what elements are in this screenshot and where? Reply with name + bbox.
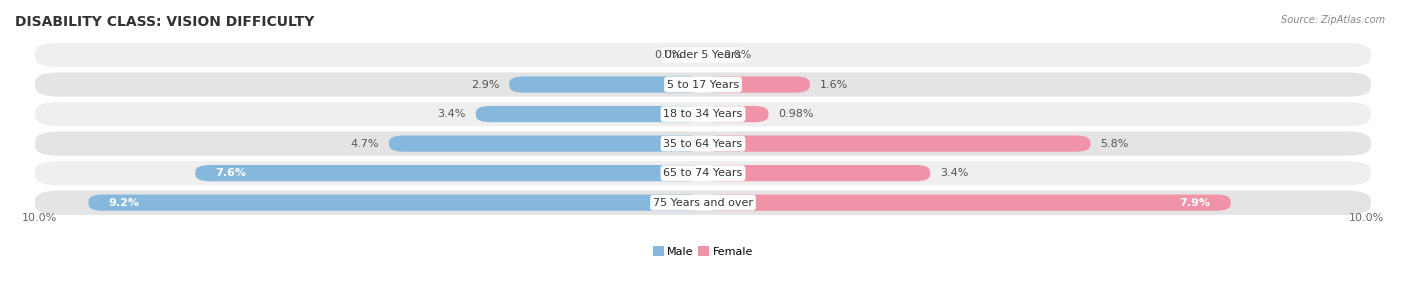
Text: 65 to 74 Years: 65 to 74 Years xyxy=(664,168,742,178)
Text: 3.4%: 3.4% xyxy=(941,168,969,178)
FancyBboxPatch shape xyxy=(703,76,810,93)
Text: 10.0%: 10.0% xyxy=(21,213,56,223)
FancyBboxPatch shape xyxy=(389,136,703,152)
Text: Source: ZipAtlas.com: Source: ZipAtlas.com xyxy=(1281,15,1385,25)
Text: 18 to 34 Years: 18 to 34 Years xyxy=(664,109,742,119)
Text: 7.9%: 7.9% xyxy=(1180,198,1211,208)
FancyBboxPatch shape xyxy=(35,161,1371,185)
FancyBboxPatch shape xyxy=(703,195,1230,211)
FancyBboxPatch shape xyxy=(35,132,1371,156)
Text: 0.98%: 0.98% xyxy=(779,109,814,119)
Text: 5.8%: 5.8% xyxy=(1101,139,1129,149)
Text: Under 5 Years: Under 5 Years xyxy=(665,50,741,60)
Text: 75 Years and over: 75 Years and over xyxy=(652,198,754,208)
Text: 0.0%: 0.0% xyxy=(655,50,683,60)
Text: 9.2%: 9.2% xyxy=(108,198,139,208)
FancyBboxPatch shape xyxy=(703,136,1091,152)
FancyBboxPatch shape xyxy=(475,106,703,122)
FancyBboxPatch shape xyxy=(703,106,769,122)
Text: 2.9%: 2.9% xyxy=(471,80,499,90)
Text: 1.6%: 1.6% xyxy=(820,80,848,90)
FancyBboxPatch shape xyxy=(35,102,1371,126)
FancyBboxPatch shape xyxy=(35,72,1371,97)
FancyBboxPatch shape xyxy=(35,43,1371,67)
FancyBboxPatch shape xyxy=(35,191,1371,215)
FancyBboxPatch shape xyxy=(703,165,931,181)
FancyBboxPatch shape xyxy=(509,76,703,93)
Text: DISABILITY CLASS: VISION DIFFICULTY: DISABILITY CLASS: VISION DIFFICULTY xyxy=(15,15,315,29)
FancyBboxPatch shape xyxy=(89,195,703,211)
Legend: Male, Female: Male, Female xyxy=(648,242,758,261)
Text: 4.7%: 4.7% xyxy=(350,139,380,149)
Text: 3.4%: 3.4% xyxy=(437,109,465,119)
Text: 10.0%: 10.0% xyxy=(1350,213,1385,223)
FancyBboxPatch shape xyxy=(195,165,703,181)
Text: 7.6%: 7.6% xyxy=(215,168,246,178)
Text: 0.0%: 0.0% xyxy=(723,50,751,60)
Text: 35 to 64 Years: 35 to 64 Years xyxy=(664,139,742,149)
Text: 5 to 17 Years: 5 to 17 Years xyxy=(666,80,740,90)
